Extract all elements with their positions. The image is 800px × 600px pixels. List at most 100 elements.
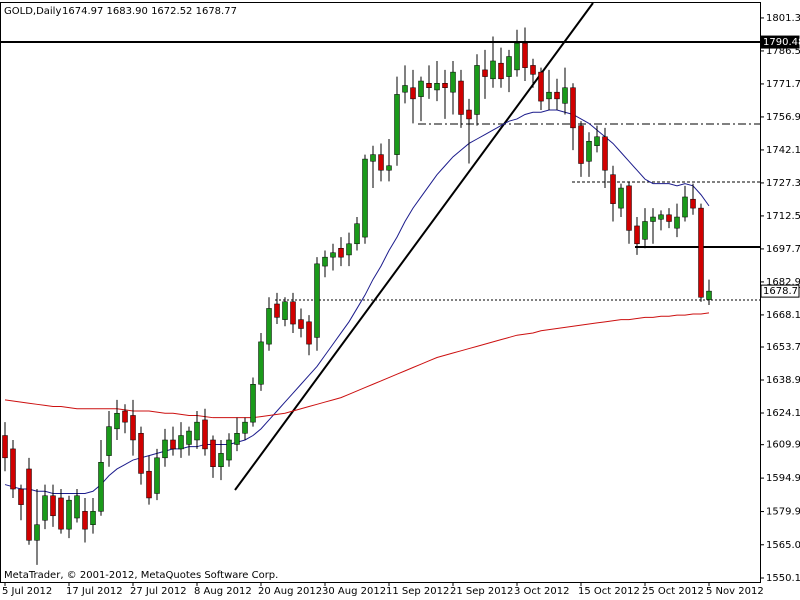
candle-body [282,301,288,320]
candle-body [322,256,328,267]
candle-body [586,140,592,162]
x-tick-label: 21 Sep 2012 [450,586,513,597]
candle-body [90,511,96,525]
candle-body [298,319,304,329]
candle-body [474,65,480,115]
y-tick-label: 1786.50 [766,46,800,57]
candle-body [434,83,440,91]
y-tick-label: 1609.90 [766,440,800,451]
candle-body [226,439,232,461]
x-tick-label: 20 Aug 2012 [258,586,322,597]
candle-body [330,252,336,258]
candle-body [418,80,424,97]
candle-body [170,439,176,450]
candle-body [82,511,88,530]
candle-body [594,136,600,146]
candle-body [370,154,376,162]
candle-body [690,198,696,209]
y-tick-label: 1579.90 [766,507,800,518]
candle-body [402,85,408,93]
y-tick-label: 1742.10 [766,145,800,156]
candle-body [698,207,704,298]
candle-body [530,65,536,75]
candle-body [146,470,152,499]
candle-body [66,499,72,530]
candle-body [18,488,24,505]
candle-body [450,71,456,93]
candle-body [618,187,624,209]
candle-body [482,69,488,77]
candle-body [218,453,224,467]
x-tick-label: 11 Sep 2012 [386,586,449,597]
y-tick-label: 1550.10 [766,573,800,584]
candle-body [498,62,504,80]
candle-body [426,83,432,88]
candle-body [130,415,136,441]
candle-body [514,42,520,71]
candle-body [346,243,352,256]
y-tick-label: 1638.90 [766,375,800,386]
y-tick-label: 1801.30 [766,13,800,24]
candle-body [442,83,448,88]
candle-body [98,462,104,512]
candle-body [506,56,512,77]
y-tick-label: 1594.90 [766,473,800,484]
candle-body [186,430,192,445]
candle-body [466,109,472,120]
price-label-box [760,35,800,49]
y-tick-label: 1682.90 [766,277,800,288]
candle-body [570,87,576,129]
candle-body [546,91,552,100]
candle-body [650,216,656,222]
x-tick-label: 15 Oct 2012 [578,586,640,597]
candle-body [74,495,80,519]
candle-body [2,435,8,459]
candle-body [666,214,672,222]
candle-body [250,383,256,423]
candle-body [626,185,632,231]
y-tick-label: 1712.50 [766,211,800,222]
y-tick-label: 1727.30 [766,178,800,189]
candle-body [258,341,264,385]
candle-body [50,495,56,517]
candle-body [306,321,312,345]
x-tick-label: 27 Jul 2012 [130,586,187,597]
candle-body [522,42,528,68]
candle-body [290,301,296,325]
candle-body [122,410,128,423]
candle-body [266,308,272,345]
candle-body [394,94,400,155]
y-tick-label: 1771.70 [766,79,800,90]
candle-body [178,435,184,450]
candle-body [642,221,648,240]
candle-body [34,524,40,541]
candle-body [42,495,48,521]
candle-body [242,421,248,434]
candle-body [634,225,640,245]
y-tick-label: 1668.10 [766,310,800,321]
candle-body [234,433,240,445]
candle-body [58,497,64,530]
candle-body [274,303,280,318]
y-tick-label: 1624.10 [766,408,800,419]
y-tick-label: 1697.70 [766,244,800,255]
price-label: 1790.48 [763,37,800,48]
candle-body [578,125,584,164]
candle-body [610,174,616,204]
candle-body [386,165,392,171]
candle-body [362,158,368,238]
x-tick-label: 5 Nov 2012 [706,586,764,597]
candle-body [314,263,320,338]
candle-body [354,223,360,245]
x-tick-label: 8 Aug 2012 [194,586,252,597]
price-label-box [760,284,800,298]
chart-title: GOLD,Daily [4,6,61,17]
x-tick-label: 5 Jul 2012 [2,586,52,597]
x-tick-label: 3 Oct 2012 [514,586,569,597]
candle-body [106,426,112,456]
candle-body [458,80,464,115]
ohlc-text: 1674.97 1683.90 1672.52 1678.77 [62,6,237,17]
moving-average [4,109,710,494]
y-tick-label: 1756.90 [766,112,800,123]
candle-body [410,87,416,100]
